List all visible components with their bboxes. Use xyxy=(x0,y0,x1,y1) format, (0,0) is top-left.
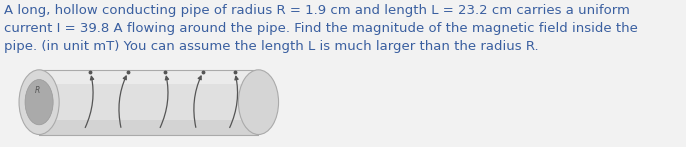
Text: current I = 39.8 A flowing around the pipe. Find the magnitude of the magnetic f: current I = 39.8 A flowing around the pi… xyxy=(4,22,638,35)
Ellipse shape xyxy=(25,80,53,125)
Text: R: R xyxy=(34,86,40,95)
Text: A long, hollow conducting pipe of radius R = 1.9 cm and length L = 23.2 cm carri: A long, hollow conducting pipe of radius… xyxy=(4,4,630,17)
Ellipse shape xyxy=(19,70,59,135)
Polygon shape xyxy=(39,70,259,84)
Polygon shape xyxy=(39,120,259,135)
Text: pipe. (in unit mT) You can assume the length L is much larger than the radius R.: pipe. (in unit mT) You can assume the le… xyxy=(4,40,539,53)
Polygon shape xyxy=(39,70,259,135)
Ellipse shape xyxy=(239,70,279,135)
